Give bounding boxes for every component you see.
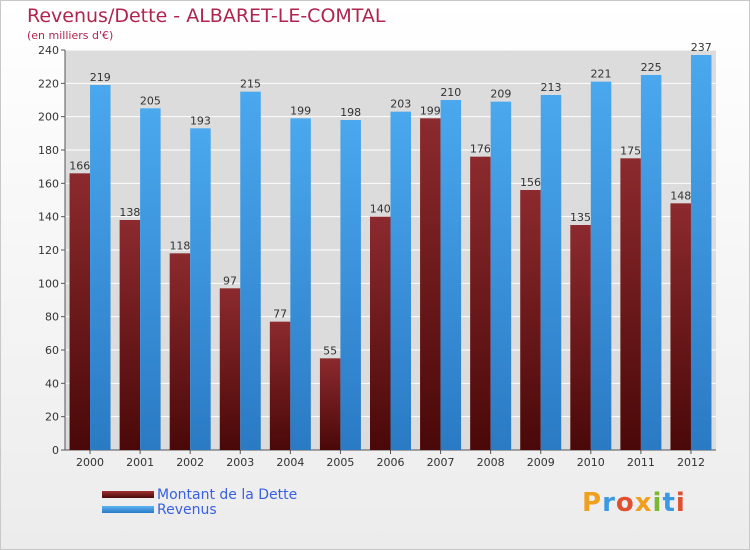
- bar-revenus-2003: [240, 91, 261, 451]
- value-label-dette-2007: 199: [420, 104, 441, 117]
- bar-dette-2001: [119, 220, 141, 450]
- value-label-dette-2003: 97: [223, 274, 237, 287]
- value-label-revenus-2008: 209: [490, 88, 511, 101]
- bar-revenus-2009: [540, 95, 562, 450]
- x-tick-label-2006: 2006: [377, 456, 405, 469]
- value-label-dette-2005: 55: [323, 344, 337, 357]
- legend-swatch-revenus: [102, 506, 154, 513]
- x-tick-label-2010: 2010: [577, 456, 605, 469]
- value-label-revenus-2002: 193: [190, 114, 211, 127]
- value-label-dette-2004: 77: [273, 308, 287, 321]
- value-label-revenus-2006: 203: [390, 98, 411, 111]
- y-tick-label-80: 80: [45, 311, 59, 324]
- value-label-dette-2009: 156: [520, 176, 541, 189]
- chart-subtitle: (en milliers d'€): [27, 29, 114, 42]
- value-label-dette-2001: 138: [119, 206, 140, 219]
- value-label-dette-2002: 118: [169, 239, 190, 252]
- x-tick-label-2012: 2012: [677, 456, 705, 469]
- y-tick-label-100: 100: [38, 277, 59, 290]
- logo-letter: i: [652, 488, 663, 518]
- legend-swatch-dette: [102, 491, 154, 498]
- bar-revenus-2007: [440, 100, 462, 450]
- value-label-revenus-2003: 215: [240, 78, 261, 91]
- bar-revenus-2011: [640, 75, 662, 450]
- x-tick-label-2011: 2011: [627, 456, 655, 469]
- y-tick-label-140: 140: [38, 211, 59, 224]
- bar-dette-2005: [319, 358, 341, 450]
- logo-letter: o: [615, 488, 635, 518]
- value-label-dette-2010: 135: [570, 211, 591, 224]
- bar-revenus-2005: [340, 120, 361, 450]
- bar-revenus-2008: [490, 101, 512, 451]
- value-label-revenus-2005: 198: [340, 106, 361, 119]
- logo-letter: r: [602, 488, 616, 518]
- bar-dette-2011: [620, 158, 641, 451]
- value-label-dette-2000: 166: [69, 159, 90, 172]
- bar-dette-2000: [69, 173, 91, 451]
- legend-label-revenus: Revenus: [157, 501, 217, 518]
- value-label-revenus-2012: 237: [691, 41, 712, 54]
- chart-title: Revenus/Dette - ALBARET-LE-COMTAL: [27, 5, 386, 27]
- value-label-dette-2006: 140: [370, 203, 391, 216]
- x-tick-label-2003: 2003: [226, 456, 254, 469]
- y-tick-label-200: 200: [38, 111, 59, 124]
- proxiti-logo: Proxiti: [582, 488, 686, 518]
- bar-revenus-2002: [190, 128, 211, 451]
- bar-revenus-2012: [690, 55, 712, 450]
- bar-revenus-2004: [290, 118, 311, 450]
- bar-dette-2008: [470, 156, 491, 450]
- bar-dette-2006: [370, 216, 391, 450]
- value-label-dette-2012: 148: [670, 189, 691, 202]
- x-tick-label-2004: 2004: [276, 456, 304, 469]
- value-label-revenus-2009: 213: [540, 81, 561, 94]
- y-tick-label-120: 120: [38, 244, 59, 257]
- legend-label-dette: Montant de la Dette: [157, 486, 298, 503]
- bar-revenus-2010: [590, 81, 612, 451]
- y-tick-label-40: 40: [45, 377, 59, 390]
- logo-letter: P: [582, 488, 603, 518]
- bar-dette-2010: [570, 225, 591, 450]
- logo-letter: i: [675, 488, 686, 518]
- value-label-dette-2011: 175: [620, 144, 641, 157]
- x-tick-label-2009: 2009: [527, 456, 555, 469]
- bar-dette-2002: [169, 253, 191, 450]
- y-tick-label-180: 180: [38, 144, 59, 157]
- x-tick-label-2008: 2008: [477, 456, 505, 469]
- logo-letter: t: [662, 488, 676, 518]
- x-tick-label-2002: 2002: [176, 456, 204, 469]
- bar-dette-2009: [520, 190, 541, 450]
- legend-item-dette: Montant de la Dette: [102, 487, 297, 502]
- x-tick-label-2007: 2007: [427, 456, 455, 469]
- bar-dette-2004: [269, 321, 291, 450]
- y-tick-label-220: 220: [38, 77, 59, 90]
- bar-revenus-2000: [90, 85, 111, 450]
- bar-dette-2003: [219, 288, 241, 450]
- value-label-revenus-2000: 219: [90, 71, 111, 84]
- legend: Montant de la Dette Revenus: [102, 487, 297, 517]
- y-tick-label-160: 160: [38, 177, 59, 190]
- bar-dette-2007: [420, 118, 441, 450]
- value-label-revenus-2001: 205: [140, 94, 161, 107]
- y-tick-label-20: 20: [45, 411, 59, 424]
- y-tick-label-0: 0: [52, 444, 59, 457]
- y-tick-label-240: 240: [38, 44, 59, 57]
- bar-dette-2012: [670, 203, 691, 450]
- legend-item-revenus: Revenus: [102, 502, 297, 517]
- logo-letter: x: [634, 488, 653, 518]
- bar-revenus-2001: [140, 108, 161, 450]
- bar-revenus-2006: [390, 111, 411, 451]
- value-label-revenus-2007: 210: [440, 86, 461, 99]
- x-tick-label-2000: 2000: [76, 456, 104, 469]
- value-label-dette-2008: 176: [470, 143, 491, 156]
- value-label-revenus-2010: 221: [591, 68, 612, 81]
- x-tick-label-2005: 2005: [326, 456, 354, 469]
- value-label-revenus-2004: 199: [290, 104, 311, 117]
- value-label-revenus-2011: 225: [641, 61, 662, 74]
- y-tick-label-60: 60: [45, 344, 59, 357]
- x-tick-label-2001: 2001: [126, 456, 154, 469]
